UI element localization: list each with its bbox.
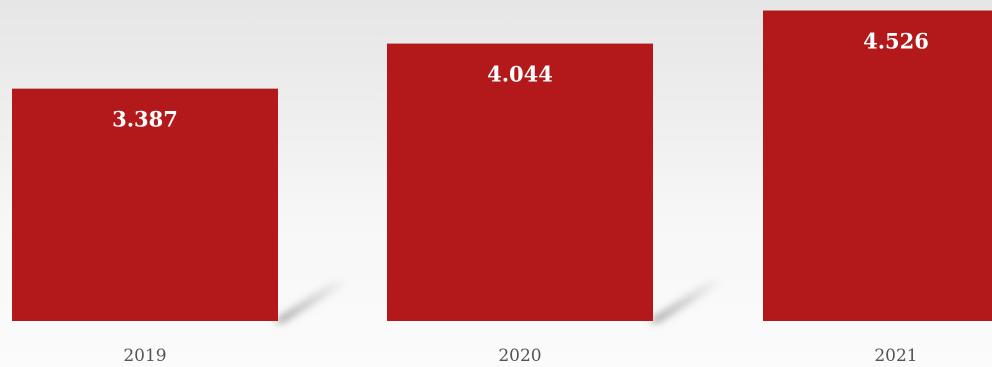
value-label-2020: 4.044 (487, 62, 553, 87)
bar-2020 (387, 43, 653, 321)
bar-2019 (12, 88, 278, 322)
bar-shadows (274, 279, 723, 323)
bars (12, 10, 992, 322)
tick-label-2019: 2019 (123, 346, 166, 366)
x-axis-tick-labels: 2019 2020 2021 (123, 346, 917, 366)
tick-label-2021: 2021 (874, 346, 917, 366)
value-label-2019: 3.387 (112, 107, 178, 132)
value-label-2021: 4.526 (863, 29, 929, 54)
bar-shadow-2020 (649, 279, 723, 323)
bar-2021 (763, 10, 992, 322)
value-labels: 3.387 4.044 4.526 (112, 29, 929, 132)
tick-label-2020: 2020 (498, 346, 541, 366)
bar-shadow-2019 (274, 279, 348, 323)
